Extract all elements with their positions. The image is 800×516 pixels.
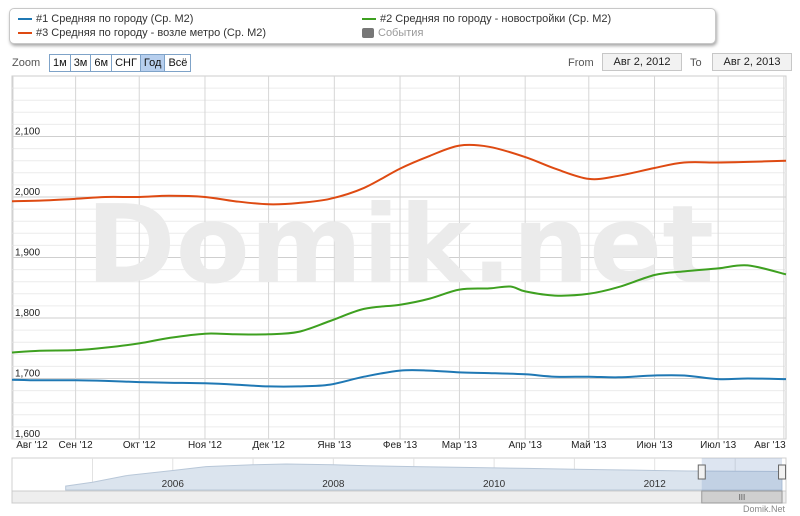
y-tick-label: 1,900 xyxy=(15,248,40,259)
chart-credit[interactable]: Domik.Net xyxy=(743,504,786,514)
minor-gridlines xyxy=(12,87,786,428)
navigator-tick-label: 2006 xyxy=(162,479,185,490)
range-to-label: To xyxy=(690,57,702,69)
x-tick-label: Ноя '12 xyxy=(188,440,222,451)
range-from-label: From xyxy=(568,57,594,69)
zoom-label: Zoom xyxy=(12,57,41,69)
range-from-input[interactable]: Авг 2, 2012 xyxy=(602,53,682,71)
legend-item-series-3[interactable]: #3 Средняя по городу - возле метро (Ср. … xyxy=(18,27,266,39)
legend-label-events: События xyxy=(378,27,424,39)
zoom-button-group: 1м 3м 6м СНГ Год Всё xyxy=(49,54,192,72)
y-axis-labels: 1,600 1,700 1,800 1,900 2,000 2,100 xyxy=(15,127,40,441)
zoom-button-year[interactable]: Год xyxy=(140,55,166,71)
x-tick-label: Июн '13 xyxy=(637,440,673,451)
x-tick-label: Мар '13 xyxy=(442,440,478,451)
range-to-input[interactable]: Авг 2, 2013 xyxy=(712,53,792,71)
legend-item-events[interactable]: События xyxy=(362,27,423,39)
zoom-button-1m[interactable]: 1м xyxy=(50,55,71,71)
y-tick-label: 2,000 xyxy=(15,187,40,198)
navigator-left-handle[interactable] xyxy=(697,464,706,480)
legend-label-1: #1 Средняя по городу (Ср. М2) xyxy=(36,13,194,25)
x-tick-label: Янв '13 xyxy=(317,440,351,451)
navigator-tick-label: 2010 xyxy=(483,479,506,490)
y-tick-label: 1,600 xyxy=(15,429,40,440)
x-tick-label: Май '13 xyxy=(571,440,607,451)
legend-label-3: #3 Средняя по городу - возле метро (Ср. … xyxy=(36,27,267,39)
legend-swatch-3 xyxy=(18,32,32,35)
y-tick-label: 1,700 xyxy=(15,369,40,380)
watermark-text: Domik.net xyxy=(86,183,714,308)
zoom-button-all[interactable]: Всё xyxy=(165,55,191,71)
y-tick-label: 2,100 xyxy=(15,127,40,138)
navigator-right-handle[interactable] xyxy=(778,464,787,480)
zoom-button-3m[interactable]: 3м xyxy=(70,55,92,71)
x-tick-label: Июл '13 xyxy=(700,440,737,451)
legend-label-2: #2 Средняя по городу - новостройки (Ср. … xyxy=(380,13,612,25)
legend-swatch-events xyxy=(362,28,374,39)
scrollbar-thumb[interactable] xyxy=(701,490,783,504)
legend-swatch-1 xyxy=(18,18,32,21)
x-axis-labels: Авг '12 Сен '12 Окт '12 Ноя '12 Дек '12 Янв '… xyxy=(16,440,786,451)
navigator-tick-label: 2008 xyxy=(322,479,345,490)
legend-item-series-2[interactable]: #2 Средняя по городу - новостройки (Ср. … xyxy=(362,13,611,25)
navigator-tick-label: 2012 xyxy=(644,479,667,490)
series-line-3[interactable] xyxy=(11,143,787,206)
x-tick-label: Дек '12 xyxy=(252,440,285,451)
navigator[interactable]: 2006 2008 2010 2012 III xyxy=(11,457,787,504)
series-line-2[interactable] xyxy=(11,264,787,354)
legend-item-series-1[interactable]: #1 Средняя по городу (Ср. М2) xyxy=(18,13,193,25)
navigator-area xyxy=(65,463,783,491)
zoom-button-6m[interactable]: 6м xyxy=(91,55,113,71)
y-tick-label: 1,800 xyxy=(15,308,40,319)
series-line-1[interactable] xyxy=(11,369,787,388)
scrollbar-grip: III xyxy=(739,493,746,502)
x-tick-label: Фев '13 xyxy=(383,440,418,451)
x-tick-label: Окт '12 xyxy=(123,440,156,451)
x-tick-label: Сен '12 xyxy=(59,440,94,451)
legend-swatch-2 xyxy=(362,18,376,21)
series-lines xyxy=(11,143,787,388)
zoom-button-ytd[interactable]: СНГ xyxy=(112,55,141,71)
major-gridlines xyxy=(12,136,786,440)
navigator-labels: 2006 2008 2010 2012 xyxy=(162,479,667,490)
x-tick-label: Авг '12 xyxy=(16,440,48,451)
x-tick-label: Авг '13 xyxy=(754,440,786,451)
chart-legend: #1 Средняя по городу (Ср. М2) #3 Средняя… xyxy=(9,8,716,44)
x-tick-label: Апр '13 xyxy=(508,440,542,451)
scrollbar-track[interactable] xyxy=(11,490,787,504)
